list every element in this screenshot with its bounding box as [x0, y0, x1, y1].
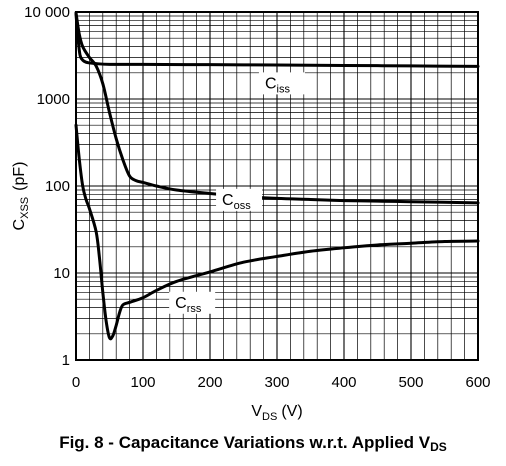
series-label-bg — [258, 72, 305, 95]
series-line-crss — [74, 123, 480, 341]
series-label-coss: Coss — [222, 192, 251, 212]
y-tick-label: 100 — [45, 178, 70, 195]
series-label-subscript: rss — [187, 303, 202, 315]
plot-frame — [75, 11, 479, 361]
series-label-subscript: iss — [277, 83, 291, 95]
y-axis-label-sub: XSS — [19, 197, 31, 219]
x-tick-label: 500 — [398, 374, 423, 391]
x-tick-label: 200 — [197, 374, 222, 391]
series-label-bg — [169, 291, 216, 314]
x-tick-label: 400 — [331, 374, 356, 391]
y-axis-label-main: C — [11, 219, 28, 231]
x-tick-label: 300 — [264, 374, 289, 391]
x-axis-label-main: V — [251, 403, 262, 420]
series-line-ciss — [74, 12, 480, 68]
x-axis-label-unit: (V) — [281, 403, 302, 420]
y-tick-label: 10 — [53, 265, 70, 282]
x-axis-label: VDS (V) — [251, 403, 302, 423]
series-label-ciss: Ciss — [265, 75, 291, 95]
series-label-subscript: oss — [234, 200, 252, 212]
series-label-main: C — [222, 192, 234, 209]
x-tick-label: 600 — [465, 374, 490, 391]
y-axis-label: CXSS (pF) — [11, 162, 31, 231]
series-line-coss — [74, 11, 480, 205]
series-label-bg — [216, 188, 263, 211]
figure-caption: Fig. 8 - Capacitance Variations w.r.t. A… — [0, 433, 506, 454]
caption-text: Fig. 8 - Capacitance Variations w.r.t. A… — [59, 433, 431, 452]
y-tick-label: 1 — [62, 352, 70, 369]
y-tick-label: 1000 — [37, 91, 70, 108]
series-label-main: C — [265, 75, 277, 92]
tick-labels: 0 100 200 300 400 500 600 1 10 100 1000 10 000 — [24, 4, 490, 391]
x-axis-label-sub: DS — [262, 411, 277, 423]
x-tick-label: 0 — [72, 374, 80, 391]
series-label-crss: Crss — [175, 295, 202, 315]
series-label-main: C — [175, 295, 187, 312]
y-axis-label-unit: (pF) — [11, 162, 28, 191]
caption-subscript: DS — [430, 440, 447, 454]
grid — [75, 12, 479, 361]
x-tick-label: 100 — [130, 374, 155, 391]
y-tick-label: 10 000 — [24, 4, 70, 21]
